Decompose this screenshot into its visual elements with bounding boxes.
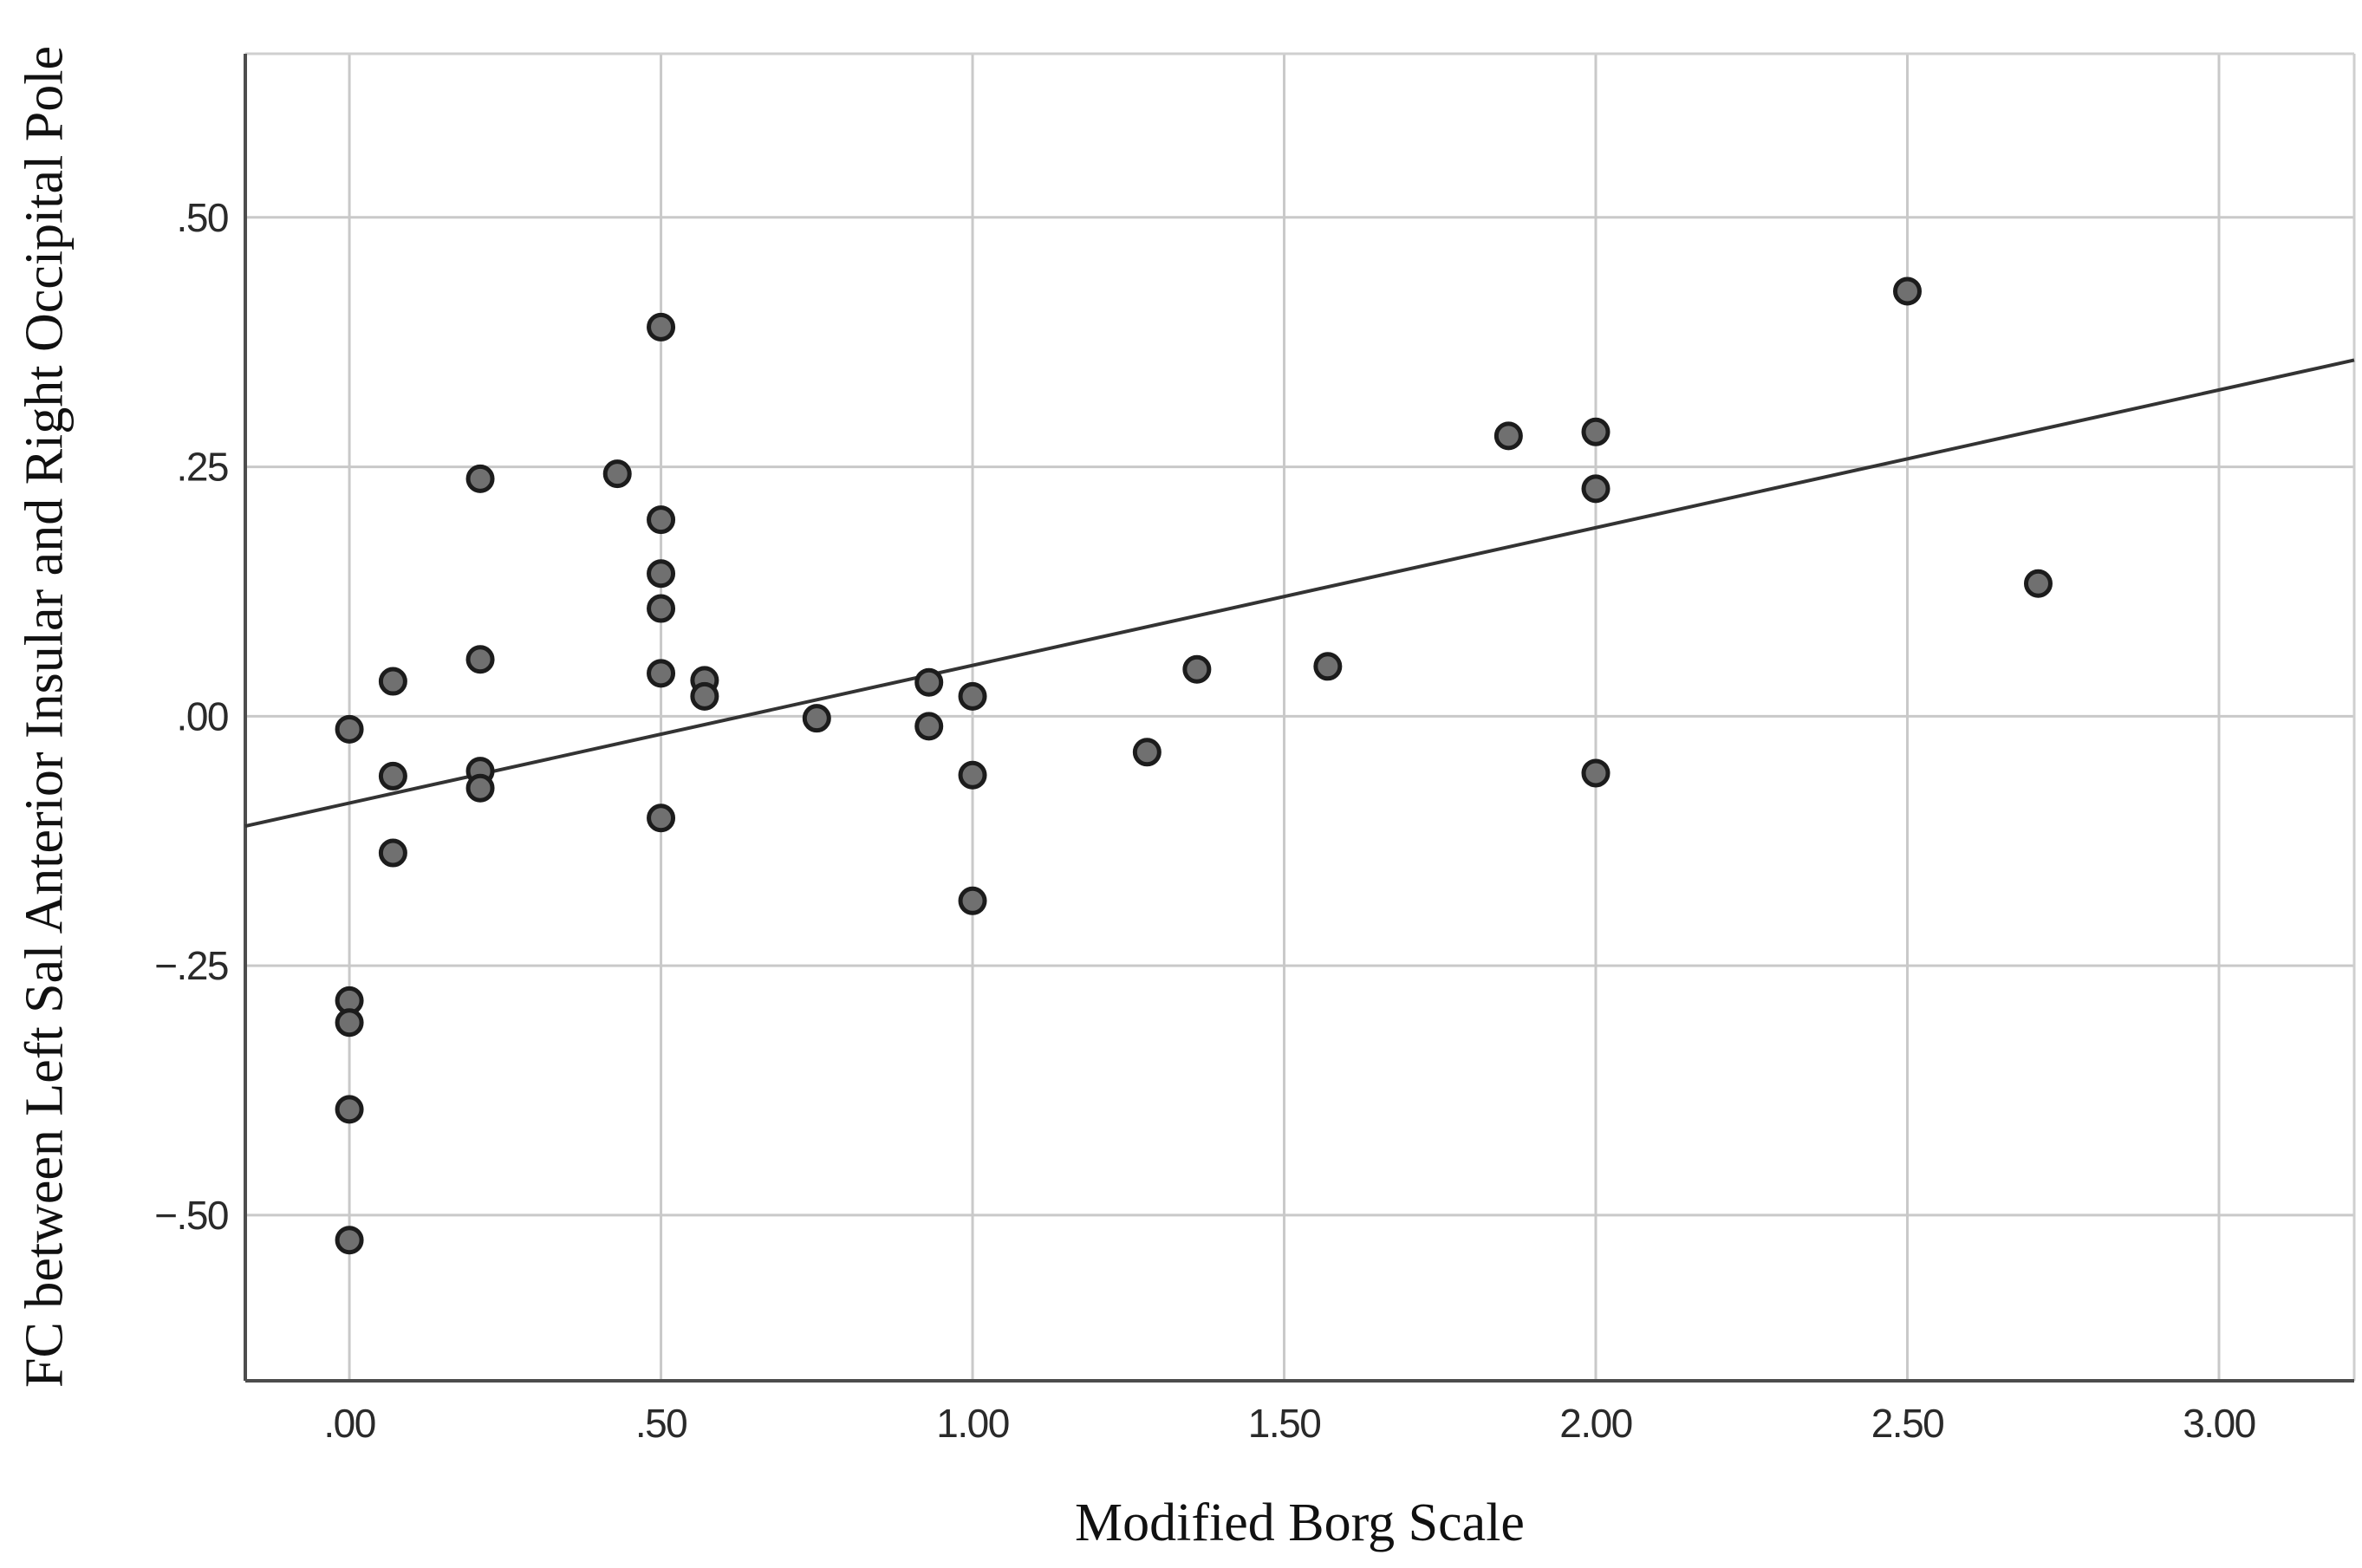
x-tick-label: 2.00 (1559, 1401, 1632, 1446)
y-tick-label: .00 (177, 693, 228, 738)
data-point (1581, 474, 1610, 504)
data-point (1132, 738, 1161, 767)
data-point (690, 681, 719, 711)
data-point (1892, 277, 1922, 306)
data-point (914, 667, 944, 697)
data-point (1493, 421, 1523, 451)
data-point (647, 659, 676, 688)
data-point (378, 761, 407, 791)
data-point (602, 459, 632, 489)
data-point (335, 1226, 364, 1255)
data-point (958, 681, 987, 711)
y-tick-label: −.50 (154, 1193, 228, 1238)
data-point (647, 594, 676, 623)
data-point (465, 464, 495, 493)
data-point (914, 712, 944, 741)
data-point (647, 804, 676, 833)
data-point (1581, 417, 1610, 446)
x-tick-label: 1.50 (1248, 1401, 1321, 1446)
data-point (2023, 569, 2053, 598)
data-point (802, 704, 831, 733)
data-point (958, 886, 987, 915)
data-point (335, 714, 364, 744)
x-tick-label: .50 (635, 1401, 686, 1446)
x-tick-label: .00 (323, 1401, 374, 1446)
data-point (647, 505, 676, 535)
data-point (335, 1095, 364, 1124)
data-point (465, 773, 495, 803)
x-tick-label: 2.50 (1871, 1401, 1944, 1446)
y-tick-label: .50 (177, 195, 228, 240)
x-tick-label: 3.00 (2183, 1401, 2255, 1446)
data-point (1581, 758, 1610, 788)
x-tick-label: 1.00 (936, 1401, 1009, 1446)
data-point (465, 645, 495, 674)
data-point (1182, 654, 1212, 684)
y-tick-label: −.25 (154, 943, 228, 988)
data-point (335, 1008, 364, 1038)
x-axis-title: Modified Borg Scale (1075, 1493, 1525, 1552)
y-axis-title: FC between Left Sal Anterior Insular and… (15, 46, 75, 1388)
data-point (647, 312, 676, 342)
fit-line (244, 358, 2355, 828)
data-point (1313, 652, 1343, 681)
data-point (378, 838, 407, 868)
y-tick-label: .25 (177, 445, 228, 490)
data-point (647, 559, 676, 589)
data-point (958, 760, 987, 790)
data-point (378, 667, 407, 696)
